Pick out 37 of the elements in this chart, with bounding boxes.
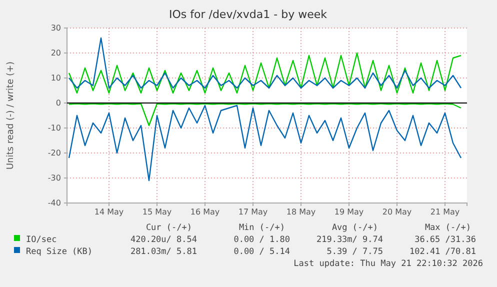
x-tick-label: 14 May	[94, 208, 124, 217]
y-tick-label: 10	[50, 74, 61, 83]
text: 219.33m/ 9.74	[316, 235, 383, 245]
x-tick-label: 21 May	[430, 208, 460, 217]
legend-label: Req Size (KB)	[26, 247, 93, 257]
text: Cur (-/+)	[146, 223, 192, 233]
chart-title: IOs for /dev/xvda1 - by week	[168, 8, 328, 21]
x-tick-label: 17 May	[238, 208, 268, 217]
line-series	[68, 103, 462, 126]
y-tick-label: 0	[56, 98, 61, 108]
text: Avg (-/+)	[332, 223, 378, 233]
x-tick-label: 16 May	[190, 208, 220, 217]
x-tick-label: 19 May	[334, 208, 364, 217]
y-tick-label: 20	[50, 48, 61, 58]
y-tick-label: -10	[48, 124, 61, 133]
text: Min (-/+)	[238, 223, 285, 233]
text: 0.00 / 5.14	[234, 247, 290, 257]
line-series	[68, 37, 462, 89]
legend-label: IO/sec	[26, 235, 57, 245]
text: 281.03m/ 5.81	[130, 247, 197, 257]
x-tick-label: 18 May	[286, 208, 316, 217]
text: 102.41 /70.81	[409, 247, 476, 257]
text: 36.65 /31.36	[414, 235, 476, 245]
x-tick-label: 20 May	[382, 208, 412, 217]
line-series	[68, 52, 462, 94]
y-tick-label: -20	[48, 148, 61, 158]
text: Last update: Thu May 21 22:10:32 2026	[294, 259, 483, 269]
x-tick-label: 15 May	[142, 208, 172, 217]
text: 0.00 / 1.80	[234, 235, 290, 245]
line-series	[68, 104, 462, 182]
y-tick-label: -30	[48, 174, 61, 183]
y-axis-title: Units read (-) / write (+)	[6, 61, 16, 170]
text: Max (-/+)	[424, 223, 471, 233]
y-tick-label: 30	[50, 24, 61, 33]
text: 5.39 / 7.75	[326, 247, 383, 257]
y-tick-label: -40	[48, 198, 61, 208]
text: 420.20u/ 8.54	[130, 235, 197, 245]
